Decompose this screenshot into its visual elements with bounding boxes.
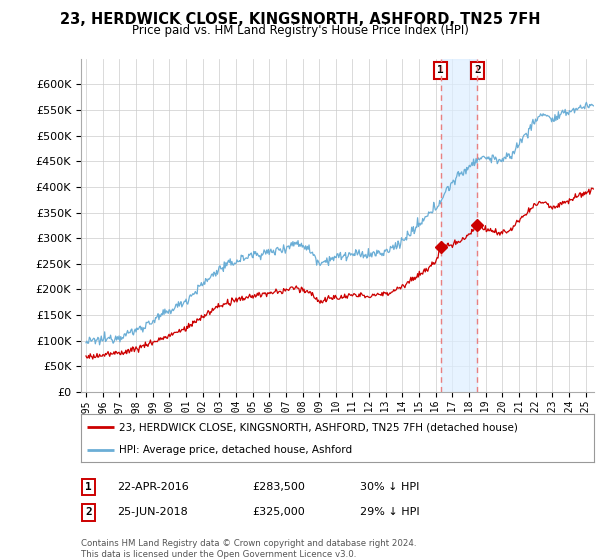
Text: £283,500: £283,500	[252, 482, 305, 492]
Text: 29% ↓ HPI: 29% ↓ HPI	[360, 507, 419, 517]
Text: 25-JUN-2018: 25-JUN-2018	[117, 507, 188, 517]
Text: 2: 2	[85, 507, 92, 517]
Text: 1: 1	[85, 482, 92, 492]
Text: 1: 1	[437, 66, 444, 76]
Text: £325,000: £325,000	[252, 507, 305, 517]
Text: Contains HM Land Registry data © Crown copyright and database right 2024.
This d: Contains HM Land Registry data © Crown c…	[81, 539, 416, 559]
Text: 22-APR-2016: 22-APR-2016	[117, 482, 189, 492]
Text: 23, HERDWICK CLOSE, KINGSNORTH, ASHFORD, TN25 7FH (detached house): 23, HERDWICK CLOSE, KINGSNORTH, ASHFORD,…	[119, 422, 518, 432]
Text: 23, HERDWICK CLOSE, KINGSNORTH, ASHFORD, TN25 7FH: 23, HERDWICK CLOSE, KINGSNORTH, ASHFORD,…	[60, 12, 540, 27]
Text: HPI: Average price, detached house, Ashford: HPI: Average price, detached house, Ashf…	[119, 445, 353, 455]
Text: Price paid vs. HM Land Registry's House Price Index (HPI): Price paid vs. HM Land Registry's House …	[131, 24, 469, 36]
Text: 30% ↓ HPI: 30% ↓ HPI	[360, 482, 419, 492]
Text: 2: 2	[474, 66, 481, 76]
Bar	[441, 59, 478, 392]
